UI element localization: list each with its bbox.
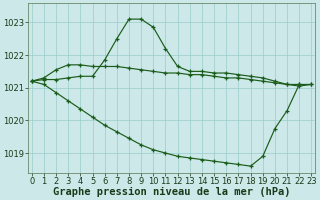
X-axis label: Graphe pression niveau de la mer (hPa): Graphe pression niveau de la mer (hPa) [53,187,290,197]
